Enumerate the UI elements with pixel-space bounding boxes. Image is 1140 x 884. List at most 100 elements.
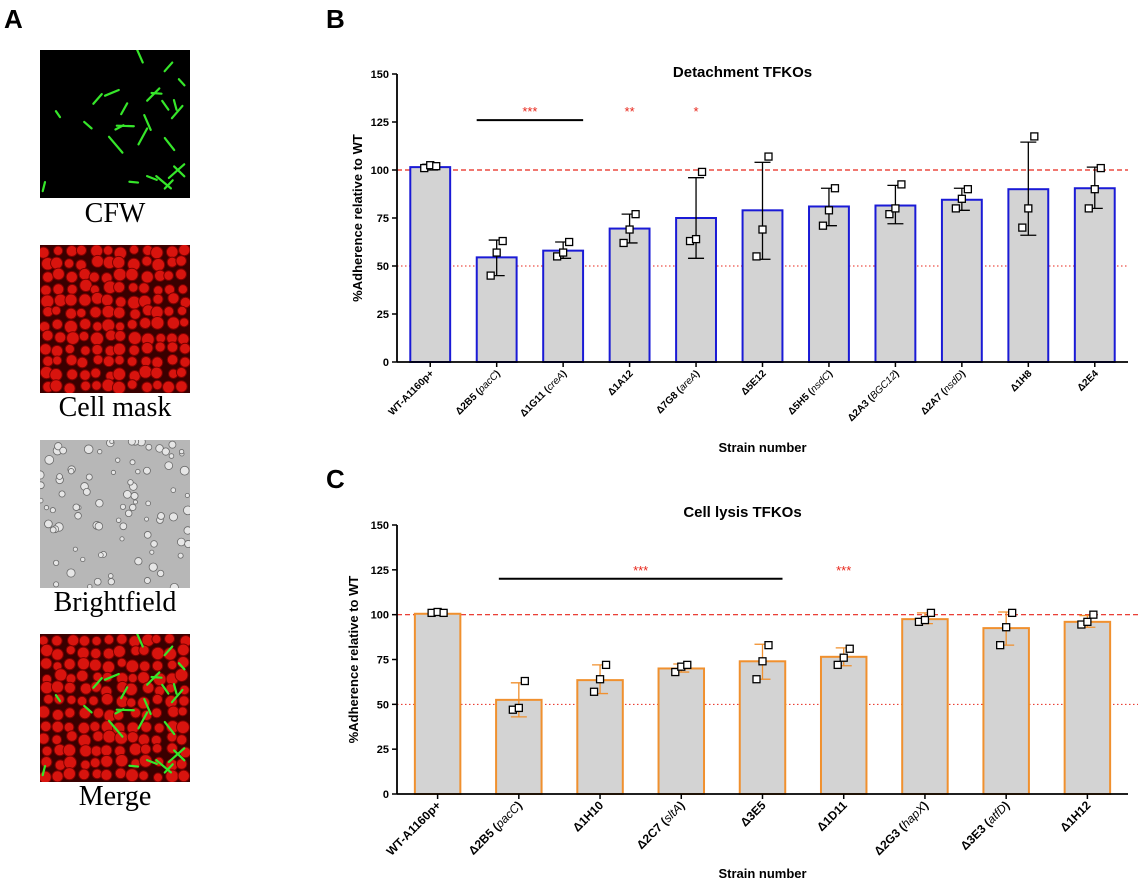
cell [68,468,75,475]
cell [112,306,126,320]
hypha [177,78,186,87]
bar [940,198,983,363]
hypha [163,179,174,190]
hypha [150,675,163,679]
hypha [163,61,174,73]
data-point [558,248,568,257]
x-tick-label: Δ2C7 (sltA) [634,798,688,852]
hypha [83,704,93,714]
cell [40,720,52,733]
cell [144,516,149,522]
cell [76,695,88,707]
cell [179,449,185,455]
bar [413,612,462,795]
data-point [926,608,936,618]
cell [111,380,126,393]
hypha [145,175,158,181]
cell [135,468,141,475]
x-tick-label-close: ) [559,368,569,378]
data-point [432,162,441,171]
hypha [145,759,158,765]
cell [137,671,150,684]
hypha [92,677,103,689]
x-tick-label: Δ7G8 (areA) [654,368,702,416]
cell [54,442,63,451]
x-tick-label: Δ1D11 [814,798,850,834]
cell [107,573,114,579]
x-tick-label: Δ1H8 [1009,368,1035,394]
cell [177,706,188,717]
data-point [1096,163,1105,173]
cell [152,772,164,782]
hypha [128,180,140,184]
x-tick-label-base: Δ1H10 [570,798,607,835]
data-point [514,703,523,713]
cell [40,497,44,504]
x-tick-label: Δ1H10 [570,798,607,835]
x-tick-label: Δ2B5 (pacC) [466,798,525,857]
cell [143,466,151,475]
cell [143,531,152,539]
cell [177,769,190,782]
cell [177,552,184,559]
chart-title: Detachment TFKOs [673,64,812,81]
cell [164,461,174,470]
hypha [163,720,176,736]
cell [97,449,103,455]
y-tick-label: 150 [371,520,389,532]
cell [100,692,114,706]
cell [129,308,141,320]
cell [50,680,65,694]
cell [145,500,151,507]
cell [138,770,149,781]
cell [40,470,45,480]
x-tick-label-close: ) [493,368,503,378]
cell [90,367,102,379]
cell [89,306,102,319]
cfw-image [40,50,190,198]
cell-mask-label: Cell mask [58,392,172,423]
hypha [155,175,173,190]
data-point [1089,610,1098,619]
y-tick-label: 100 [371,610,389,622]
hypha [155,759,173,774]
cell [110,469,116,475]
x-tick-label-close: ) [692,368,702,378]
cell [100,768,113,781]
cell [183,505,190,516]
hypha [143,113,152,132]
cell [94,522,104,531]
cell [75,245,87,256]
cell [85,473,93,481]
hypha [115,708,135,712]
cell [83,444,94,454]
cell [95,499,104,508]
bar [608,227,651,363]
cell [76,307,87,319]
cell [157,512,165,520]
cell [125,267,139,282]
cell [166,341,179,353]
data-point [486,271,495,280]
cell [179,465,190,476]
cell [89,757,101,769]
cell [80,380,92,392]
hypha [163,136,176,152]
cell [76,356,89,369]
cell [93,577,102,586]
cell [79,317,92,331]
cell [74,512,82,520]
hypha [146,671,161,686]
data-point [752,675,761,684]
cell [78,293,92,307]
cell [40,705,51,719]
cell [127,282,139,293]
cell [126,697,137,708]
y-tick-label: 25 [377,309,389,321]
cell [78,635,91,647]
hypha [115,124,135,128]
cell [80,345,91,356]
cell [127,440,136,446]
data-point [764,641,773,650]
data-point [1018,223,1027,232]
